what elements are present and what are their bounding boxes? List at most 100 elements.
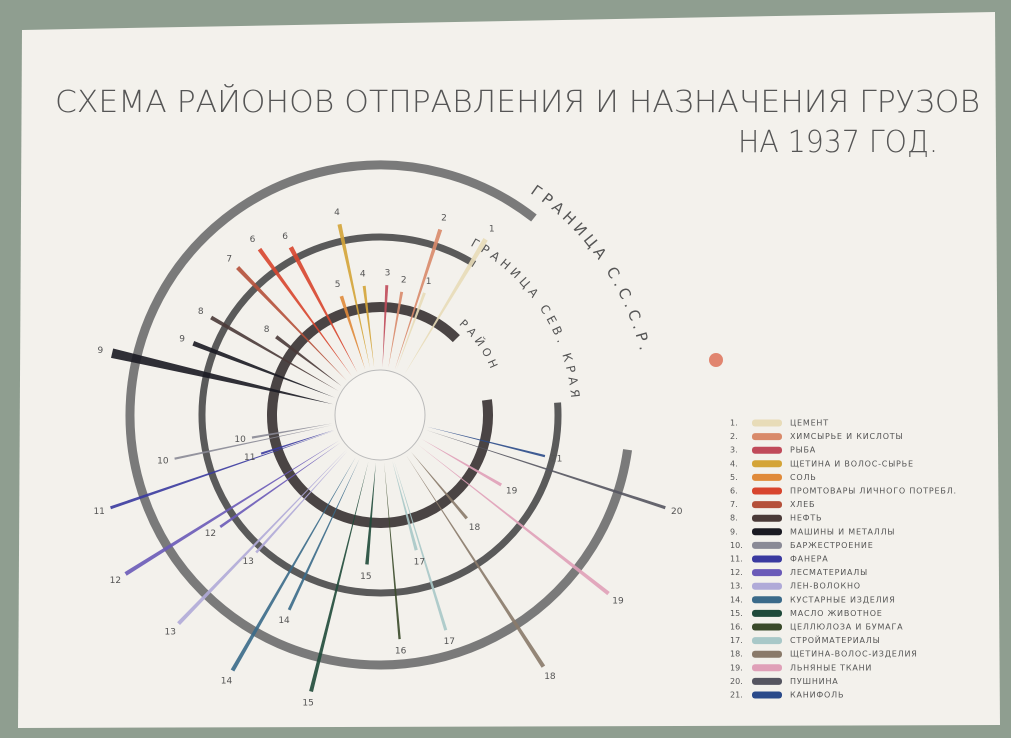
- ray-label: 11: [93, 507, 104, 517]
- ray: [426, 426, 546, 458]
- ray-label: 1: [426, 277, 432, 287]
- legend-number: 17.: [730, 636, 743, 645]
- ray-label: 21: [551, 455, 562, 465]
- legend-number: 20.: [730, 677, 743, 686]
- ray: [257, 247, 352, 377]
- ray-label: 20: [671, 507, 683, 517]
- ray: [339, 295, 366, 370]
- ray-label: 14: [278, 616, 290, 626]
- legend-number: 18.: [730, 650, 743, 659]
- legend-label: КУСТАРНЫЕ ИЗДЕЛИЯ: [790, 595, 896, 604]
- legend-number: 11.: [730, 555, 743, 564]
- stain: [709, 353, 723, 367]
- ray: [417, 444, 610, 596]
- legend-label: ХЛЕБ: [790, 500, 815, 509]
- ray-label: 15: [302, 699, 313, 709]
- legend-swatch: [752, 514, 782, 522]
- ray-label: 13: [164, 628, 175, 638]
- ray: [406, 455, 546, 668]
- legend-swatch: [752, 582, 782, 590]
- legend-number: 3.: [730, 446, 738, 455]
- legend-swatch: [752, 664, 782, 672]
- legend-swatch: [752, 473, 782, 481]
- ray-label: 17: [444, 637, 455, 647]
- legend-number: 1.: [730, 419, 738, 428]
- ray: [404, 238, 488, 374]
- legend-label: ФАНЕРА: [790, 555, 829, 564]
- legend-label: ХИМСЫРЬЕ И КИСЛОТЫ: [790, 432, 903, 441]
- legend-label: ЩЕТИНА И ВОЛОС-СЫРЬЕ: [790, 459, 914, 468]
- legend-label: ЛЕСМАТЕРИАЛЫ: [790, 568, 868, 577]
- ray: [382, 285, 389, 368]
- legend-swatch: [752, 528, 782, 536]
- ray-label: 9: [179, 335, 185, 345]
- legend-swatch: [752, 541, 782, 549]
- ray: [394, 228, 443, 370]
- legend-label: РЫБА: [790, 446, 816, 455]
- ray: [396, 292, 426, 370]
- ray-label: 9: [97, 346, 103, 356]
- ray-label: 7: [226, 254, 232, 264]
- ray: [210, 315, 339, 391]
- ray: [425, 429, 666, 510]
- ray: [230, 456, 356, 672]
- legend-number: 19.: [730, 663, 743, 672]
- center: [334, 369, 426, 461]
- ray-label: 2: [401, 276, 407, 286]
- legend-label: СОЛЬ: [790, 473, 817, 482]
- ray: [255, 450, 348, 554]
- legend-label: ПУШНИНА: [790, 677, 839, 686]
- legend-swatch: [752, 446, 782, 454]
- subtitle: НА 1937 ГОД.: [738, 125, 938, 160]
- legend-label: ЛЬНЯНЫЕ ТКАНИ: [790, 663, 872, 672]
- ray: [110, 430, 335, 510]
- ray: [251, 423, 333, 439]
- ray-label: 8: [264, 325, 270, 335]
- legend-number: 16.: [730, 623, 743, 632]
- legend-label: ЦЕМЕНТ: [790, 419, 829, 428]
- legend-swatch: [752, 460, 782, 468]
- ray-label: 13: [242, 557, 253, 567]
- ray-label: 3: [385, 269, 391, 279]
- ray: [219, 442, 341, 528]
- ray: [392, 461, 418, 551]
- ray: [394, 460, 448, 631]
- legend-label: ЦЕЛЛЮЛОЗА И БУМАГА: [790, 623, 903, 632]
- ray-label: 4: [334, 208, 340, 218]
- ray: [287, 458, 360, 611]
- legend-swatch: [752, 569, 782, 577]
- ray: [111, 348, 334, 405]
- ray-label: 18: [544, 672, 556, 682]
- legend-swatch: [752, 487, 782, 495]
- ray-label: 1: [489, 224, 495, 234]
- legend-swatch: [752, 677, 782, 685]
- ray-label: 15: [360, 572, 371, 582]
- ray: [275, 335, 342, 387]
- legend-swatch: [752, 596, 782, 604]
- legend-label: ЩЕТИНА-ВОЛОС-ИЗДЕЛИЯ: [790, 650, 918, 659]
- legend-swatch: [752, 609, 782, 617]
- ray-label: 19: [612, 596, 624, 606]
- legend-number: 15.: [730, 609, 743, 618]
- legend-number: 10.: [730, 541, 743, 550]
- ray: [388, 291, 404, 368]
- ray: [260, 429, 335, 455]
- ray: [174, 424, 334, 460]
- ray: [309, 461, 369, 693]
- ray: [124, 440, 340, 576]
- ray: [362, 285, 375, 368]
- ray: [384, 462, 401, 640]
- ray-label: 8: [198, 307, 204, 317]
- legend-label: ПРОМТОВАРЫ ЛИЧНОГО ПОТРЕБЛ.: [790, 487, 957, 496]
- ray: [421, 439, 503, 487]
- ring: [198, 233, 562, 597]
- ray-label: 14: [221, 676, 233, 686]
- legend-number: 5.: [730, 473, 738, 482]
- legend-label: ЛЕН-ВОЛОКНО: [790, 582, 861, 591]
- legend-swatch: [752, 555, 782, 563]
- legend-number: 2.: [730, 432, 738, 441]
- ray-label: 12: [110, 576, 121, 586]
- legend-number: 12.: [730, 568, 743, 577]
